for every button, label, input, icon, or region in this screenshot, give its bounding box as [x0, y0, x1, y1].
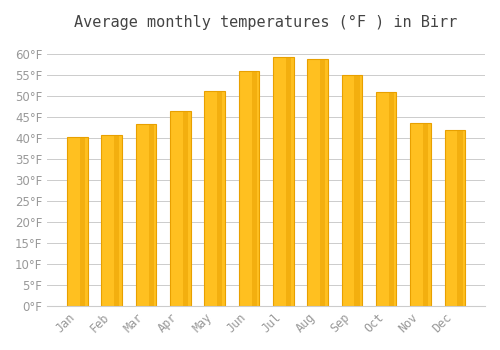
Bar: [410, 123, 431, 306]
Bar: [308, 60, 328, 306]
Bar: [238, 71, 260, 306]
Bar: [458, 130, 462, 306]
Bar: [204, 91, 225, 306]
Bar: [252, 71, 256, 306]
Bar: [136, 124, 156, 306]
Bar: [376, 92, 396, 306]
Bar: [217, 91, 222, 306]
Bar: [80, 137, 85, 306]
Bar: [389, 92, 394, 306]
Bar: [354, 75, 360, 306]
Bar: [67, 137, 87, 306]
Bar: [273, 57, 293, 306]
Bar: [183, 111, 188, 306]
Bar: [170, 111, 190, 306]
Bar: [444, 130, 465, 306]
Bar: [423, 123, 428, 306]
Bar: [320, 60, 326, 306]
Bar: [148, 124, 154, 306]
Title: Average monthly temperatures (°F ) in Birr: Average monthly temperatures (°F ) in Bi…: [74, 15, 458, 30]
Bar: [114, 135, 119, 306]
Bar: [342, 75, 362, 306]
Bar: [286, 57, 291, 306]
Bar: [102, 135, 122, 306]
